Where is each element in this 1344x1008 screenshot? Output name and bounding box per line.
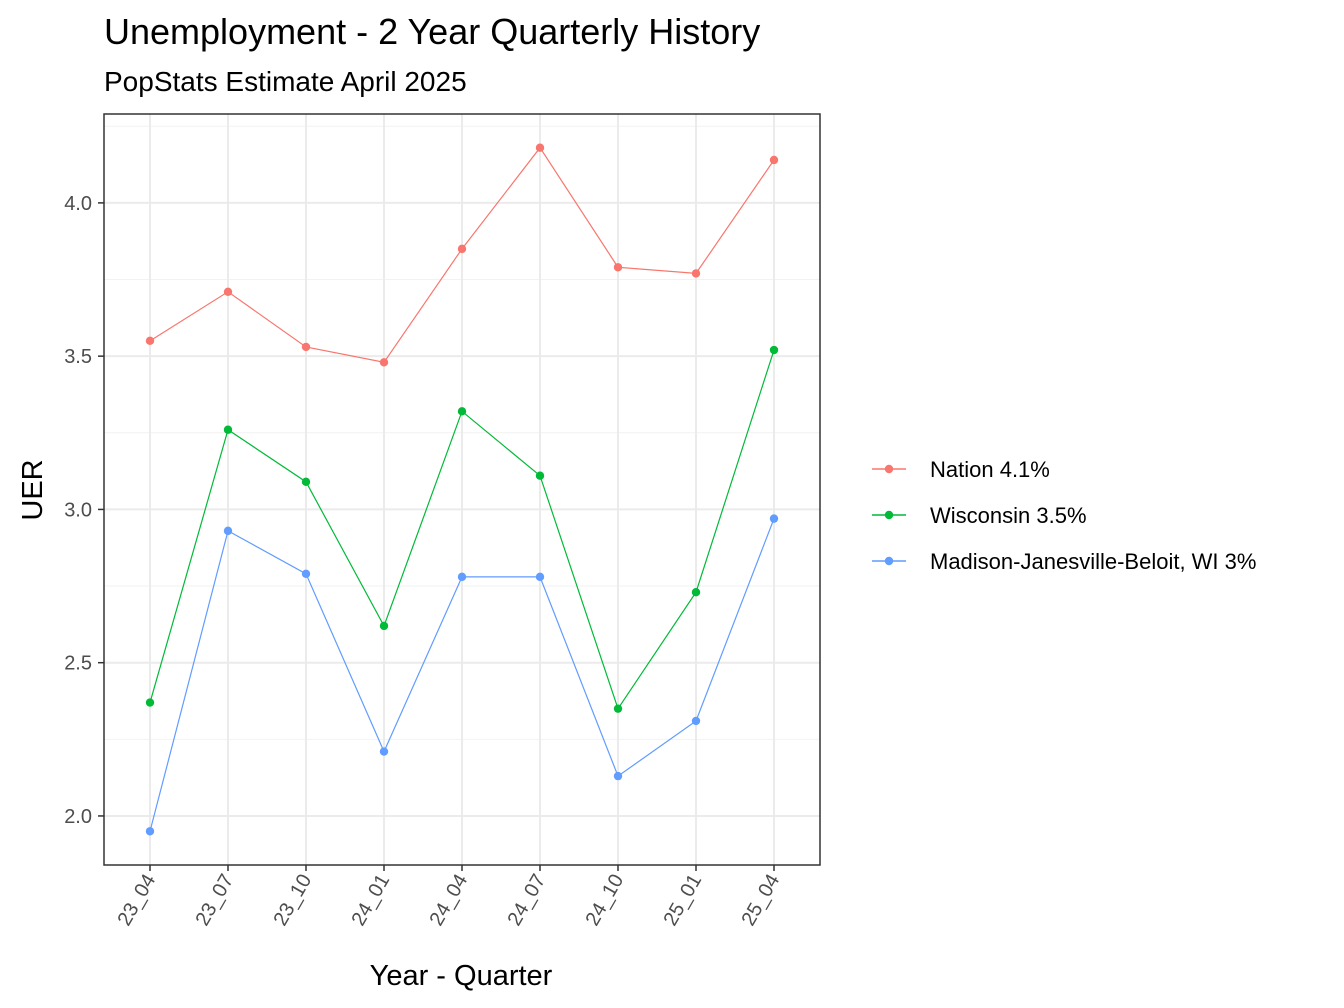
y-tick-label: 3.5: [64, 346, 92, 368]
x-tick-label: 23_10: [269, 871, 316, 930]
series-group: [145, 143, 779, 367]
legend-item: Nation 4.1%: [872, 457, 1050, 482]
x-tick-label: 24_04: [425, 871, 472, 930]
series-group: [145, 514, 779, 836]
legend-item: Wisconsin 3.5%: [872, 503, 1087, 528]
x-axis-title: Year - Quarter: [370, 960, 553, 992]
y-tick-label: 4.0: [64, 193, 92, 215]
data-point: [535, 143, 545, 152]
legend-key-point: [884, 510, 894, 520]
legend-item: Madison-Janesville-Beloit, WI 3%: [872, 549, 1256, 574]
data-point: [145, 336, 155, 346]
data-point: [223, 526, 233, 536]
data-point: [535, 572, 545, 582]
x-tick-label: 23_04: [113, 871, 160, 930]
data-point: [145, 698, 155, 707]
y-tick-label: 2.0: [64, 806, 92, 828]
data-point: [613, 771, 623, 781]
data-point: [457, 244, 467, 254]
data-point: [223, 287, 233, 296]
data-point: [223, 425, 233, 434]
legend: Nation 4.1% Wisconsin 3.5% Madison-Janesvi…: [872, 457, 1256, 574]
series-lines: [145, 143, 779, 836]
data-point: [379, 358, 389, 367]
y-axis-title: UER: [17, 459, 49, 520]
data-point: [301, 569, 311, 578]
data-point: [769, 514, 779, 523]
data-point: [301, 342, 311, 352]
legend-label: Madison-Janesville-Beloit, WI 3%: [930, 549, 1256, 574]
data-point: [691, 587, 701, 597]
x-tick-label: 24_01: [347, 871, 394, 930]
data-point: [613, 263, 623, 272]
data-point: [769, 345, 779, 355]
data-point: [691, 269, 701, 278]
legend-label: Nation 4.1%: [930, 457, 1050, 482]
x-tick-label: 24_10: [581, 871, 628, 930]
data-point: [769, 155, 779, 165]
legend-key-point: [884, 556, 894, 566]
data-point: [457, 407, 467, 416]
data-point: [379, 747, 389, 756]
chart-subtitle: PopStats Estimate April 2025: [104, 66, 467, 97]
grid-lines: [104, 114, 820, 865]
data-point: [379, 621, 389, 631]
chart-title: Unemployment - 2 Year Quarterly History: [104, 11, 760, 52]
y-tick-label: 2.5: [64, 653, 92, 675]
data-point: [691, 716, 701, 726]
data-point: [301, 477, 311, 487]
data-point: [457, 572, 467, 582]
legend-label: Wisconsin 3.5%: [930, 503, 1087, 528]
y-tick-label: 3.0: [64, 499, 92, 521]
data-point: [145, 827, 155, 836]
x-tick-label: 25_01: [659, 871, 706, 930]
x-tick-label: 24_07: [503, 871, 550, 930]
series-group: [145, 345, 779, 713]
data-point: [535, 471, 545, 480]
legend-key-point: [884, 464, 894, 474]
data-point: [613, 704, 623, 713]
x-tick-label: 23_07: [191, 871, 238, 930]
x-tick-label: 25_04: [737, 871, 784, 930]
